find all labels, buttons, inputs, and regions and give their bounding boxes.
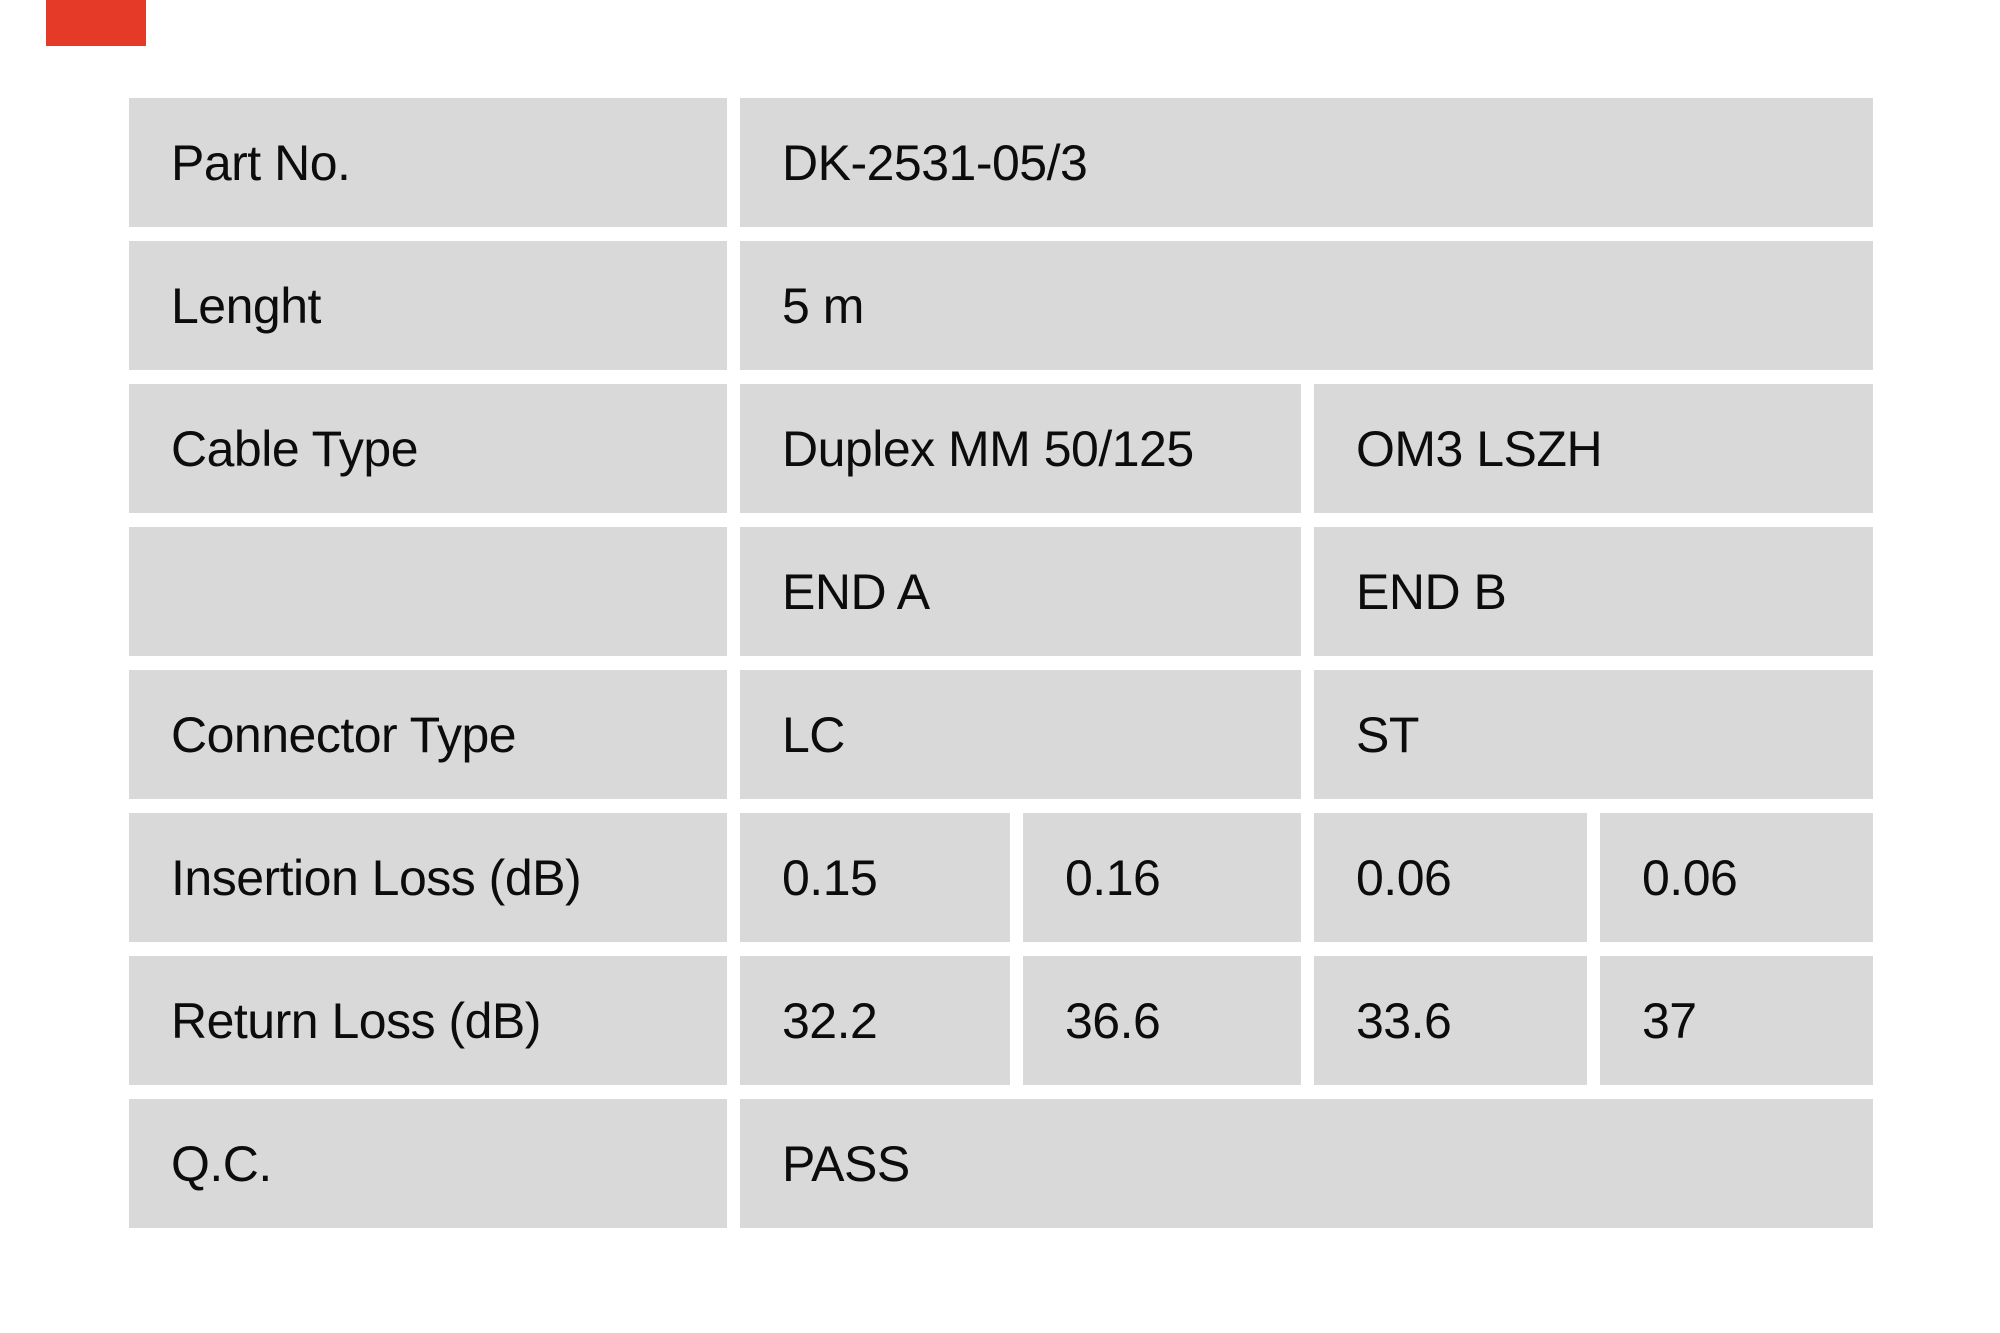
end-a-header: END A: [740, 527, 1301, 656]
length-label: Lenght: [129, 241, 727, 370]
cable-type-value-b: OM3 LSZH: [1314, 384, 1873, 513]
return-loss-end-b-2: 37: [1600, 956, 1873, 1085]
qc-table: Part No. DK-2531-05/3 Lenght 5 m Cable T…: [129, 98, 1873, 1228]
qc-label: Q.C.: [129, 1099, 727, 1228]
connector-type-label: Connector Type: [129, 670, 727, 799]
length-value: 5 m: [740, 241, 1873, 370]
return-loss-end-a-1: 32.2: [740, 956, 1010, 1085]
end-b-header: END B: [1314, 527, 1873, 656]
insertion-loss-label: Insertion Loss (dB): [129, 813, 727, 942]
insertion-loss-end-a-2: 0.16: [1023, 813, 1301, 942]
part-no-value: DK-2531-05/3: [740, 98, 1873, 227]
red-logo-fragment: [46, 0, 146, 46]
end-header-empty: [129, 527, 727, 656]
part-no-label: Part No.: [129, 98, 727, 227]
insertion-loss-end-b-1: 0.06: [1314, 813, 1587, 942]
cable-type-value-a: Duplex MM 50/125: [740, 384, 1301, 513]
insertion-loss-end-b-2: 0.06: [1600, 813, 1873, 942]
qc-result-value: PASS: [740, 1099, 1873, 1228]
cable-type-label: Cable Type: [129, 384, 727, 513]
connector-type-end-a: LC: [740, 670, 1301, 799]
return-loss-label: Return Loss (dB): [129, 956, 727, 1085]
insertion-loss-end-a-1: 0.15: [740, 813, 1010, 942]
connector-type-end-b: ST: [1314, 670, 1873, 799]
return-loss-end-a-2: 36.6: [1023, 956, 1301, 1085]
return-loss-end-b-1: 33.6: [1314, 956, 1587, 1085]
